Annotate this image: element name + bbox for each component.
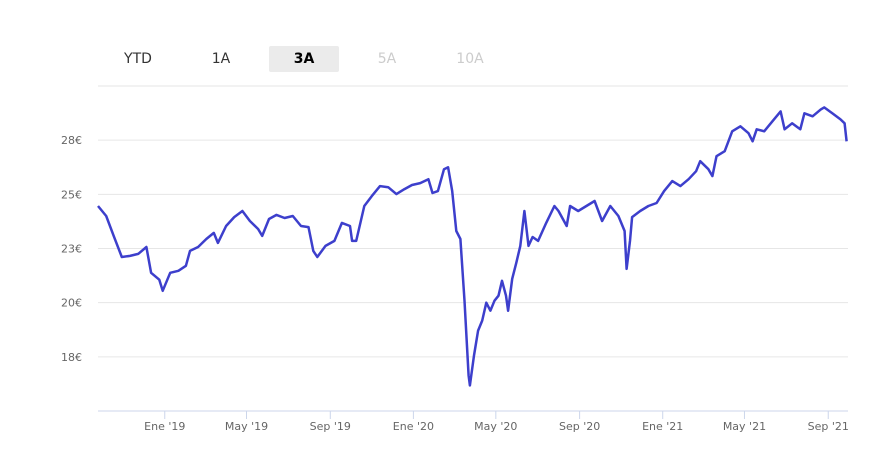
y-axis-labels: 18€ 20€ 23€ 25€ 28€ — [61, 134, 82, 364]
x-tick-label: Sep '19 — [310, 420, 351, 433]
range-button-3a[interactable]: 3A — [269, 46, 339, 72]
x-tick-label: May '19 — [225, 420, 268, 433]
x-tick-label: Sep '21 — [808, 420, 849, 433]
range-button-10a: 10A — [456, 51, 484, 67]
y-tick-label: 18€ — [61, 351, 82, 364]
x-tick-label: May '21 — [723, 420, 766, 433]
x-tick-label: Ene '20 — [393, 420, 434, 433]
x-tick-label: Ene '21 — [642, 420, 683, 433]
x-tick-label: Ene '19 — [144, 420, 185, 433]
x-tick-label: May '20 — [474, 420, 517, 433]
range-button-5a: 5A — [377, 51, 397, 67]
y-tick-label: 25€ — [61, 188, 82, 201]
x-axis: Ene '19 May '19 Sep '19 Ene '20 May '20 Sep '… — [98, 410, 849, 433]
price-series-line — [97, 106, 848, 387]
range-button-ytd[interactable]: YTD — [124, 51, 152, 67]
x-tick-label: Sep '20 — [559, 420, 600, 433]
y-tick-label: 28€ — [61, 134, 82, 147]
grid — [98, 85, 848, 358]
range-selector: YTD 1A 3A 5A 10A — [103, 46, 518, 72]
y-tick-label: 20€ — [61, 297, 82, 310]
y-tick-label: 23€ — [61, 243, 82, 256]
range-button-1a[interactable]: 1A — [211, 51, 231, 67]
